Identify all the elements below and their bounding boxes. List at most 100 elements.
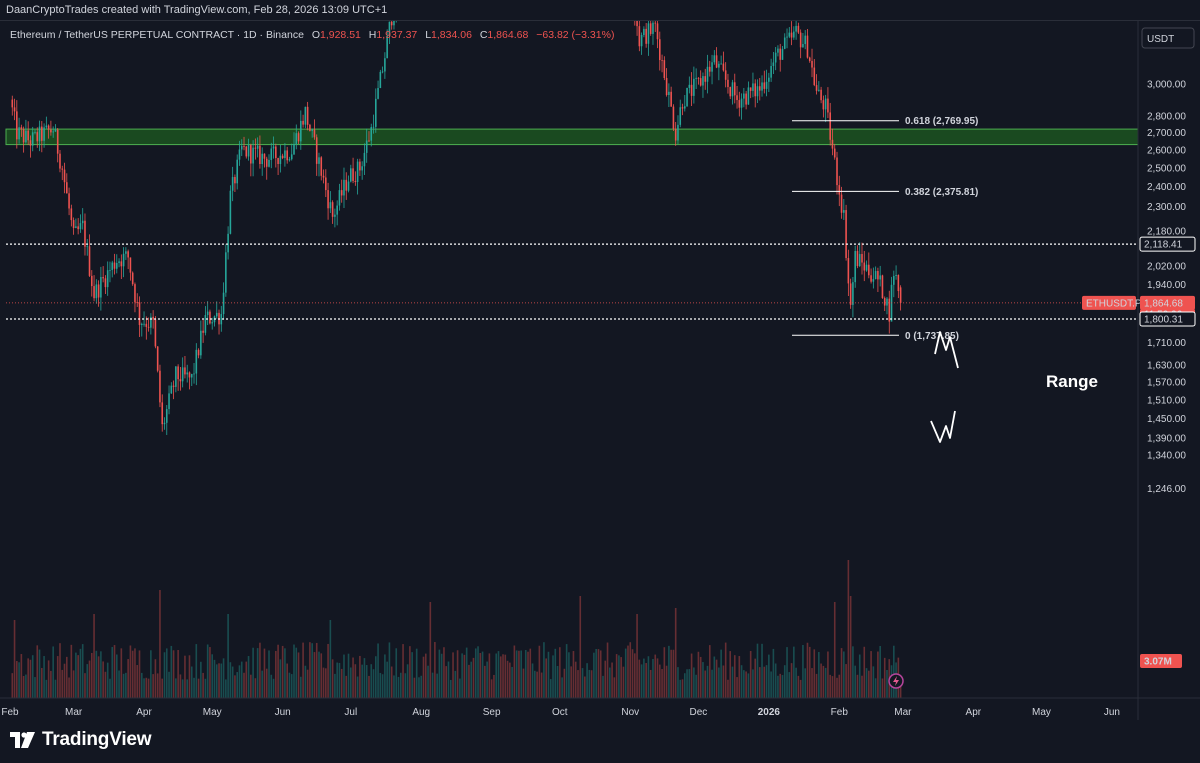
volume-bar — [574, 661, 577, 698]
price-tick-label: 1,940.00 — [1147, 280, 1186, 291]
volume-bar — [463, 654, 466, 698]
volume-bar — [209, 647, 211, 698]
volume-bar — [529, 648, 532, 698]
volume-bar — [388, 642, 391, 698]
candle-body — [122, 253, 125, 267]
chart-attribution: DaanCryptoTrades created with TradingVie… — [0, 0, 1200, 20]
volume-bar — [579, 596, 582, 698]
candle-body — [179, 379, 182, 382]
candle-body — [293, 143, 295, 155]
volume-bar — [397, 676, 400, 698]
volume-bar — [165, 648, 168, 698]
volume-bar — [577, 670, 579, 698]
candle-body — [888, 298, 891, 322]
candle-body — [61, 168, 64, 170]
volume-bar — [211, 654, 214, 698]
time-tick-label: Apr — [966, 707, 982, 718]
candle-body — [863, 262, 866, 271]
candle-body — [302, 120, 304, 125]
volume-bar — [654, 654, 657, 698]
volume-bar — [472, 657, 475, 698]
volume-bar — [520, 650, 522, 698]
candle-body — [143, 323, 145, 325]
volume-bar — [618, 655, 620, 698]
candle-body — [156, 346, 159, 371]
volume-bar — [745, 671, 747, 698]
candle-body — [786, 36, 788, 38]
volume-bar — [713, 656, 716, 698]
volume-bar — [502, 654, 504, 698]
candle-body — [795, 25, 797, 32]
volume-bar — [524, 650, 527, 698]
volume-bar — [829, 674, 831, 698]
candle-body — [109, 269, 111, 271]
upper-level-badge-bg — [1139, 236, 1196, 252]
volume-bar — [134, 648, 136, 698]
volume-bar — [504, 654, 507, 698]
candle-body — [325, 177, 327, 191]
volume-bar — [722, 665, 725, 698]
time-axis[interactable]: Feb Mar Apr May Jun Jul Aug Sep Oct Nov Dec 2026 Feb… — [1, 707, 1120, 718]
price-chart[interactable]: 0.618 (2,769.95) 0.382 (2,375.81) 0 (1,737… — [0, 21, 1200, 721]
volume-bar — [870, 651, 872, 698]
price-tick-label: 1,340.00 — [1147, 450, 1186, 461]
candle-body — [677, 124, 679, 141]
candle-body — [749, 87, 752, 91]
candle-body — [288, 159, 291, 161]
footer: TradingView — [0, 720, 1200, 763]
volume-bar — [804, 668, 806, 698]
volume-bar — [172, 650, 175, 698]
range-label: Range — [1046, 372, 1098, 391]
candle-body — [150, 316, 152, 328]
volume-bar — [66, 656, 68, 698]
time-tick-label: Feb — [831, 707, 849, 718]
volume-bar — [420, 675, 423, 698]
volume-bar — [840, 648, 843, 698]
candle-body — [347, 181, 350, 191]
candle-body — [386, 36, 388, 59]
candle-body — [640, 34, 643, 47]
candle-body — [336, 205, 338, 215]
volume-bar — [229, 662, 232, 698]
volume-bar — [150, 650, 152, 698]
volume-bar — [711, 669, 713, 698]
volume-bar — [252, 647, 254, 698]
candle-body — [227, 233, 229, 253]
tradingview-brand[interactable]: TradingView — [10, 729, 152, 751]
volume-bar — [497, 651, 500, 698]
price-axis[interactable]: 3,000.00 2,800.00 2,700.00 2,600.00 2,500.00… — [1147, 80, 1186, 495]
candle-body — [824, 98, 827, 110]
volume-bar — [213, 659, 216, 698]
candle-body — [783, 37, 786, 49]
candle-body — [290, 154, 293, 160]
volume-bar — [320, 653, 323, 698]
zone-rect — [5, 128, 1139, 146]
candle-body — [697, 77, 700, 79]
fibonacci-levels: 0.618 (2,769.95) 0.382 (2,375.81) 0 (1,737… — [792, 116, 978, 342]
volume-bar — [68, 677, 70, 698]
candle-body — [681, 107, 684, 109]
volume-bar — [677, 667, 679, 698]
time-tick-label: Jun — [275, 707, 291, 718]
volume-bar — [206, 644, 209, 698]
volume-bar — [733, 655, 736, 698]
volume-bar — [45, 679, 48, 698]
candle-body — [838, 185, 841, 195]
candle-body — [802, 44, 804, 48]
price-tick-label: 2,800.00 — [1147, 111, 1186, 122]
volume-bar — [93, 614, 95, 698]
volume-bar — [279, 659, 282, 698]
volume-bar — [779, 673, 782, 698]
candle-body — [672, 106, 675, 129]
volume-bar — [118, 670, 120, 698]
volume-bar — [770, 671, 772, 698]
candle-body — [722, 63, 725, 71]
currency-button[interactable]: USDT — [1141, 27, 1195, 49]
volume-bar — [177, 649, 179, 698]
price-tick-label: 1,570.00 — [1147, 378, 1186, 389]
lightning-icon[interactable] — [888, 673, 904, 689]
volume-bar — [879, 646, 881, 698]
chart-frame[interactable]: 0.618 (2,769.95) 0.382 (2,375.81) 0 (1,737… — [0, 20, 1200, 721]
volume-bar — [418, 677, 420, 698]
candle-body — [743, 93, 745, 99]
